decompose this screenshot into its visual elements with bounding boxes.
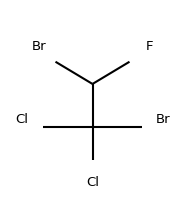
Text: Br: Br — [31, 40, 46, 53]
Text: Cl: Cl — [15, 113, 28, 125]
Text: Cl: Cl — [86, 175, 99, 189]
Text: F: F — [146, 40, 154, 53]
Text: Br: Br — [156, 113, 170, 125]
